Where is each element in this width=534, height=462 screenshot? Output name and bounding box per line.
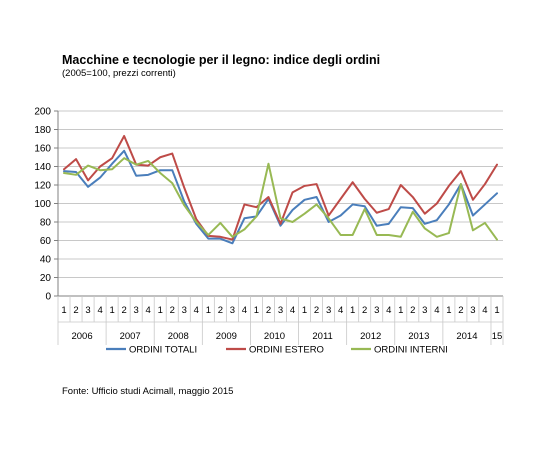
x-axis: 1 2 3 4 1 2 3 4 1 2 3 4 1 2 3 4 1 2 3 4 1 2 3 4 1 2 3 4 1 2 3 4 1 2 3 4 1200… <box>57 296 504 345</box>
quarter-label: 1 <box>206 305 211 316</box>
quarter-label: 1 <box>109 305 114 316</box>
quarter-label: 1 <box>494 305 499 316</box>
legend-label: ORDINI ESTERO <box>249 345 324 356</box>
quarter-label: 1 <box>302 305 307 316</box>
quarter-label: 3 <box>278 305 283 316</box>
quarter-label: 4 <box>482 305 487 316</box>
quarter-label: 2 <box>314 305 319 316</box>
quarter-label: 3 <box>422 305 427 316</box>
quarter-label: 3 <box>85 305 90 316</box>
y-tick-label: 160 <box>34 144 51 155</box>
year-label: 2010 <box>264 331 285 342</box>
y-tick-label: 140 <box>34 162 51 173</box>
y-tick-label: 200 <box>34 107 51 118</box>
quarter-label: 2 <box>410 305 415 316</box>
y-axis: 0 20 40 60 80 100 120 140 160 180 200 <box>34 107 59 303</box>
quarter-label: 2 <box>266 305 271 316</box>
quarter-label: 1 <box>61 305 66 316</box>
series-line <box>63 149 498 245</box>
y-tick-label: 20 <box>40 273 52 284</box>
y-tick-label: 80 <box>40 218 52 229</box>
year-label: 2006 <box>71 331 92 342</box>
year-label: 15 <box>492 331 503 342</box>
quarter-label: 4 <box>338 305 343 316</box>
series-line <box>63 157 498 241</box>
quarter-label: 4 <box>146 305 151 316</box>
y-tick-label: 120 <box>34 181 51 192</box>
quarter-label: 2 <box>458 305 463 316</box>
year-label: 2012 <box>360 331 381 342</box>
year-label: 2007 <box>120 331 141 342</box>
legend-label: ORDINI TOTALI <box>129 345 197 356</box>
quarter-label: 4 <box>194 305 199 316</box>
y-tick-label: 0 <box>45 292 51 303</box>
quarter-label: 1 <box>158 305 163 316</box>
quarter-label: 2 <box>218 305 223 316</box>
quarter-label: 3 <box>134 305 139 316</box>
series-lines <box>63 134 498 245</box>
year-label: 2008 <box>168 331 189 342</box>
quarter-label: 2 <box>122 305 127 316</box>
quarter-label: 3 <box>182 305 187 316</box>
quarter-label: 3 <box>374 305 379 316</box>
quarter-label: 3 <box>470 305 475 316</box>
quarter-label: 1 <box>398 305 403 316</box>
quarter-label: 1 <box>254 305 259 316</box>
year-label: 2014 <box>456 331 477 342</box>
chart-title: Macchine e tecnologie per il legno: indi… <box>62 53 381 67</box>
quarter-label: 2 <box>362 305 367 316</box>
quarter-label: 3 <box>326 305 331 316</box>
year-label: 2013 <box>408 331 429 342</box>
quarter-label: 4 <box>434 305 439 316</box>
y-tick-label: 100 <box>34 199 51 210</box>
quarter-label: 4 <box>290 305 295 316</box>
chart-subtitle: (2005=100, prezzi correnti) <box>62 68 176 79</box>
y-tick-label: 180 <box>34 125 51 136</box>
source-note: Fonte: Ufficio studi Acimall, maggio 201… <box>62 386 234 397</box>
legend: ORDINI TOTALI ORDINI ESTERO ORDINI INTERNI <box>106 345 448 356</box>
quarter-label: 4 <box>386 305 391 316</box>
year-label: 2011 <box>312 331 332 342</box>
quarter-label: 2 <box>73 305 78 316</box>
year-label: 2009 <box>216 331 237 342</box>
quarter-label: 2 <box>170 305 175 316</box>
quarter-label: 4 <box>242 305 247 316</box>
gridlines <box>58 110 503 297</box>
quarter-label: 1 <box>446 305 451 316</box>
quarter-label: 3 <box>230 305 235 316</box>
series-line <box>63 134 498 241</box>
quarter-label: 1 <box>350 305 355 316</box>
y-tick-label: 60 <box>40 236 52 247</box>
quarter-label: 4 <box>97 305 102 316</box>
y-tick-label: 40 <box>40 255 52 266</box>
legend-label: ORDINI INTERNI <box>374 345 448 356</box>
